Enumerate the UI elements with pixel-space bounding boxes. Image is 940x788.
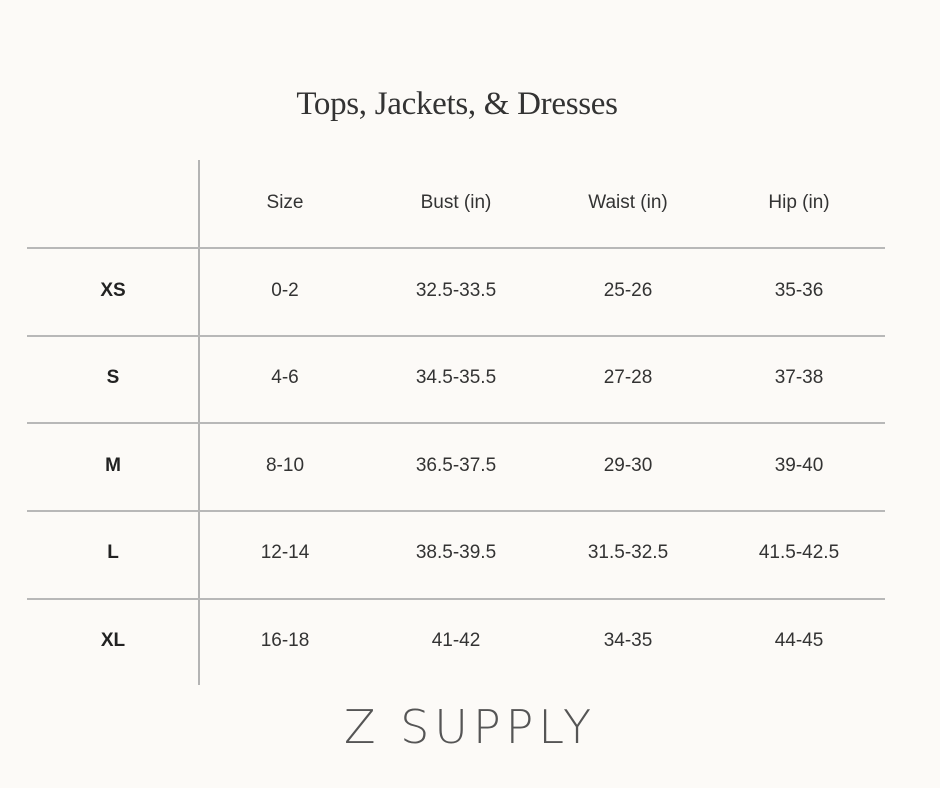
row-label: M xyxy=(105,455,121,476)
table-cell: 27-28 xyxy=(603,367,653,388)
row-divider xyxy=(27,335,885,337)
table-cell: 35-36 xyxy=(774,280,824,301)
column-header: Size xyxy=(266,192,304,213)
row-divider xyxy=(27,422,885,424)
table-cell: 41.5-42.5 xyxy=(758,542,840,563)
table-cell: 31.5-32.5 xyxy=(587,542,669,563)
brand-logo: Z SUPPLY xyxy=(343,700,597,754)
row-label: XL xyxy=(100,630,126,651)
row-divider xyxy=(27,247,885,249)
table-cell: 41-42 xyxy=(431,630,481,651)
table-cell: 8-10 xyxy=(265,455,305,476)
column-header: Hip (in) xyxy=(768,192,830,213)
table-cell: 29-30 xyxy=(603,455,653,476)
row-label: XS xyxy=(100,280,126,301)
table-cell: 25-26 xyxy=(603,280,653,301)
chart-title: Tops, Jackets, & Dresses xyxy=(296,86,618,122)
row-divider xyxy=(27,598,885,600)
table-cell: 38.5-39.5 xyxy=(415,542,497,563)
table-cell: 36.5-37.5 xyxy=(415,455,497,476)
table-cell: 4-6 xyxy=(271,367,299,388)
table-cell: 0-2 xyxy=(271,280,299,301)
table-cell: 32.5-33.5 xyxy=(415,280,497,301)
table-cell: 12-14 xyxy=(260,542,310,563)
column-header: Waist (in) xyxy=(588,192,668,213)
row-label: S xyxy=(106,367,120,388)
table-cell: 34.5-35.5 xyxy=(415,367,497,388)
column-header: Bust (in) xyxy=(420,192,492,213)
table-cell: 34-35 xyxy=(603,630,653,651)
table-cell: 37-38 xyxy=(774,367,824,388)
table-cell: 44-45 xyxy=(774,630,824,651)
row-divider xyxy=(27,510,885,512)
table-cell: 16-18 xyxy=(260,630,310,651)
row-label: L xyxy=(107,542,119,563)
table-cell: 39-40 xyxy=(774,455,824,476)
